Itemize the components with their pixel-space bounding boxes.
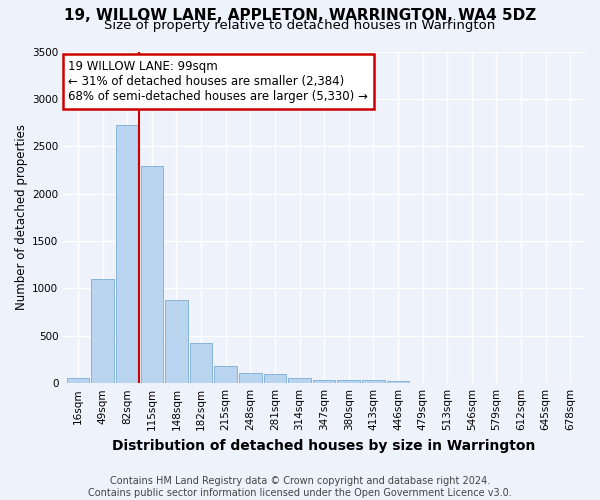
Bar (116, 126, 139, 383)
Bar (386, 382, 409, 383)
Bar (91, 279, 114, 383)
Bar (214, 366, 237, 383)
Text: Size of property relative to detached houses in Warrington: Size of property relative to detached ho… (104, 19, 496, 32)
Bar (288, 378, 311, 383)
Bar (313, 380, 335, 383)
Bar (362, 380, 385, 383)
Text: Contains HM Land Registry data © Crown copyright and database right 2024.
Contai: Contains HM Land Registry data © Crown c… (88, 476, 512, 498)
Bar (165, 300, 188, 383)
Bar (190, 344, 212, 383)
Bar (239, 373, 262, 383)
X-axis label: Distribution of detached houses by size in Warrington: Distribution of detached houses by size … (112, 438, 536, 452)
Bar (263, 374, 286, 383)
Bar (337, 380, 360, 383)
Text: 19 WILLOW LANE: 99sqm
← 31% of detached houses are smaller (2,384)
68% of semi-d: 19 WILLOW LANE: 99sqm ← 31% of detached … (68, 60, 368, 103)
Y-axis label: Number of detached properties: Number of detached properties (15, 124, 28, 310)
Bar (140, 166, 163, 383)
Text: 19, WILLOW LANE, APPLETON, WARRINGTON, WA4 5DZ: 19, WILLOW LANE, APPLETON, WARRINGTON, W… (64, 8, 536, 22)
Bar (67, 378, 89, 383)
